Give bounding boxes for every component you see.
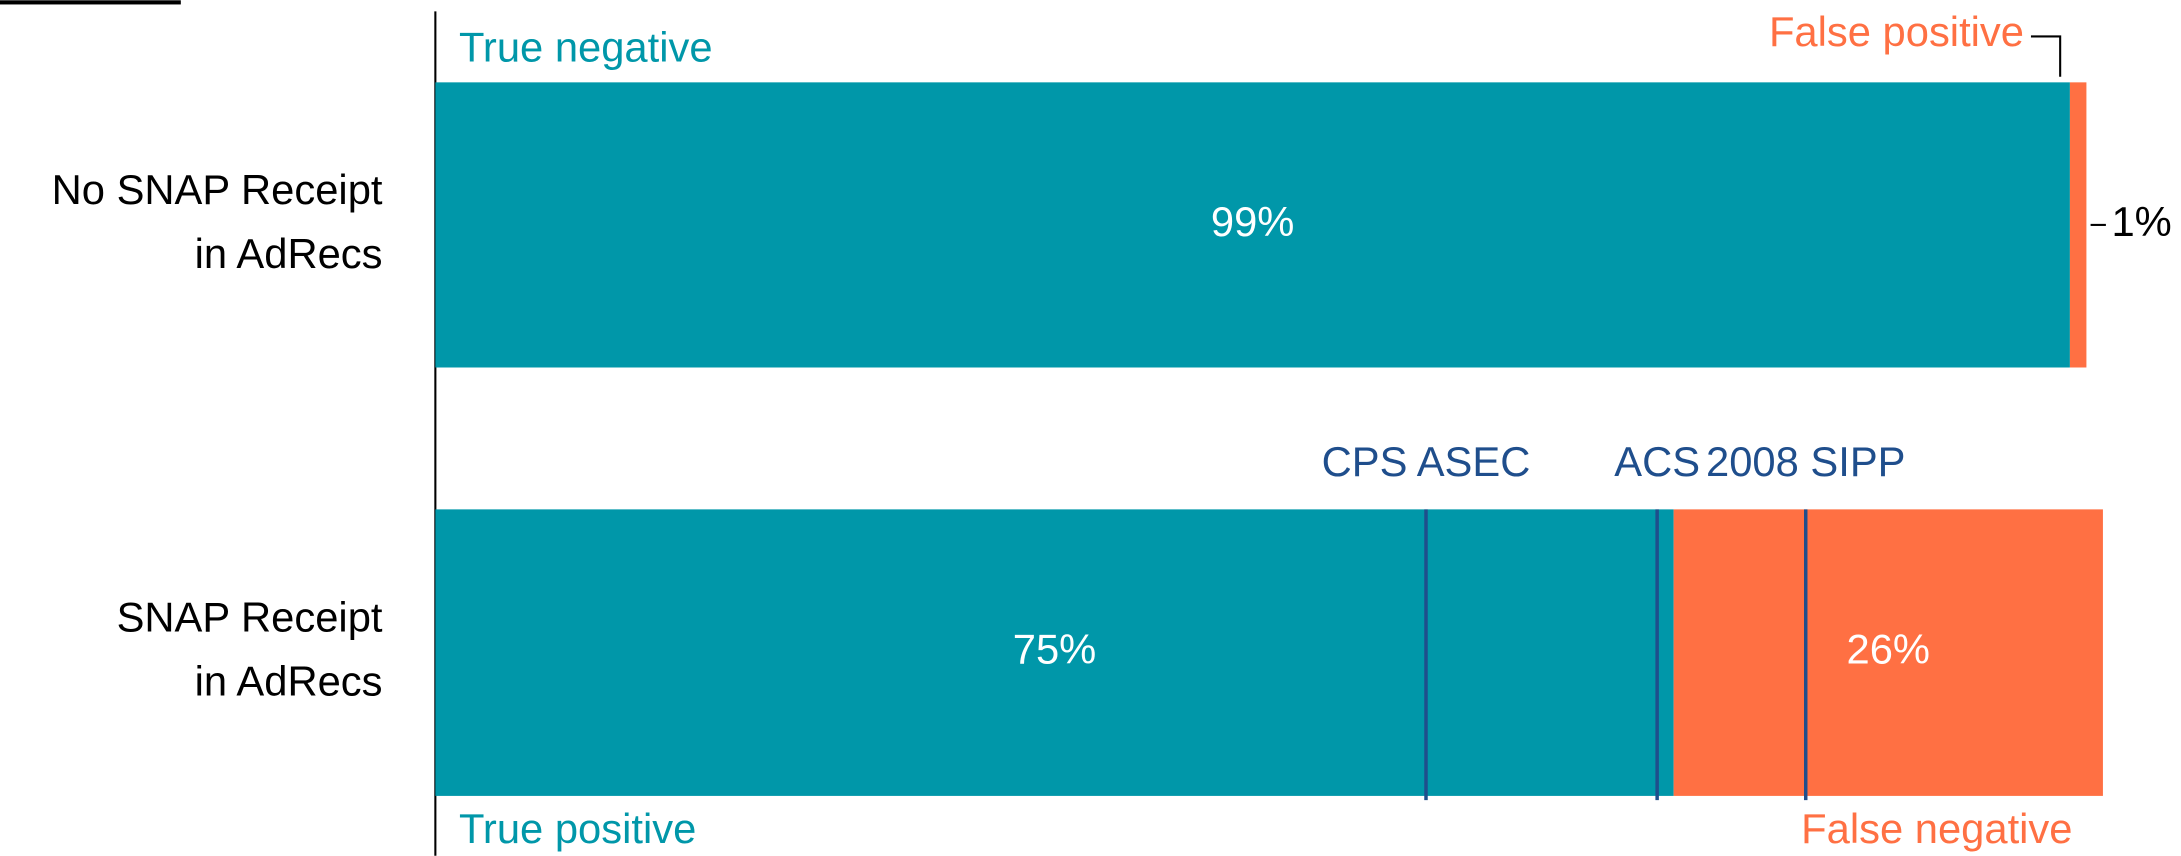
reference-label: CPS ASEC bbox=[1322, 438, 1531, 485]
data-label: 75% bbox=[1013, 626, 1097, 673]
bar-segment bbox=[435, 509, 1674, 796]
category-label: in AdRecs bbox=[195, 658, 383, 705]
decoration bbox=[0, 0, 181, 5]
bar-segment bbox=[1673, 509, 2103, 796]
bar-segment bbox=[2069, 82, 2087, 368]
segment-name: True negative bbox=[459, 23, 713, 70]
data-label: 26% bbox=[1847, 626, 1931, 673]
category-label: No SNAP Receipt bbox=[52, 166, 383, 213]
bracket bbox=[2030, 35, 2062, 77]
segment-name: False positive bbox=[1769, 8, 2024, 55]
category-label: in AdRecs bbox=[195, 230, 383, 277]
bar-segment bbox=[435, 82, 2070, 368]
data-label: 1% bbox=[2111, 198, 2171, 245]
reference-label: 2008 SIPP bbox=[1706, 438, 1905, 485]
segment-name: False negative bbox=[1801, 805, 2072, 852]
segment-name: True positive bbox=[459, 805, 696, 852]
data-label: 99% bbox=[1211, 198, 1295, 245]
reference-label: ACS bbox=[1614, 438, 1700, 485]
category-label: SNAP Receipt bbox=[117, 594, 383, 641]
